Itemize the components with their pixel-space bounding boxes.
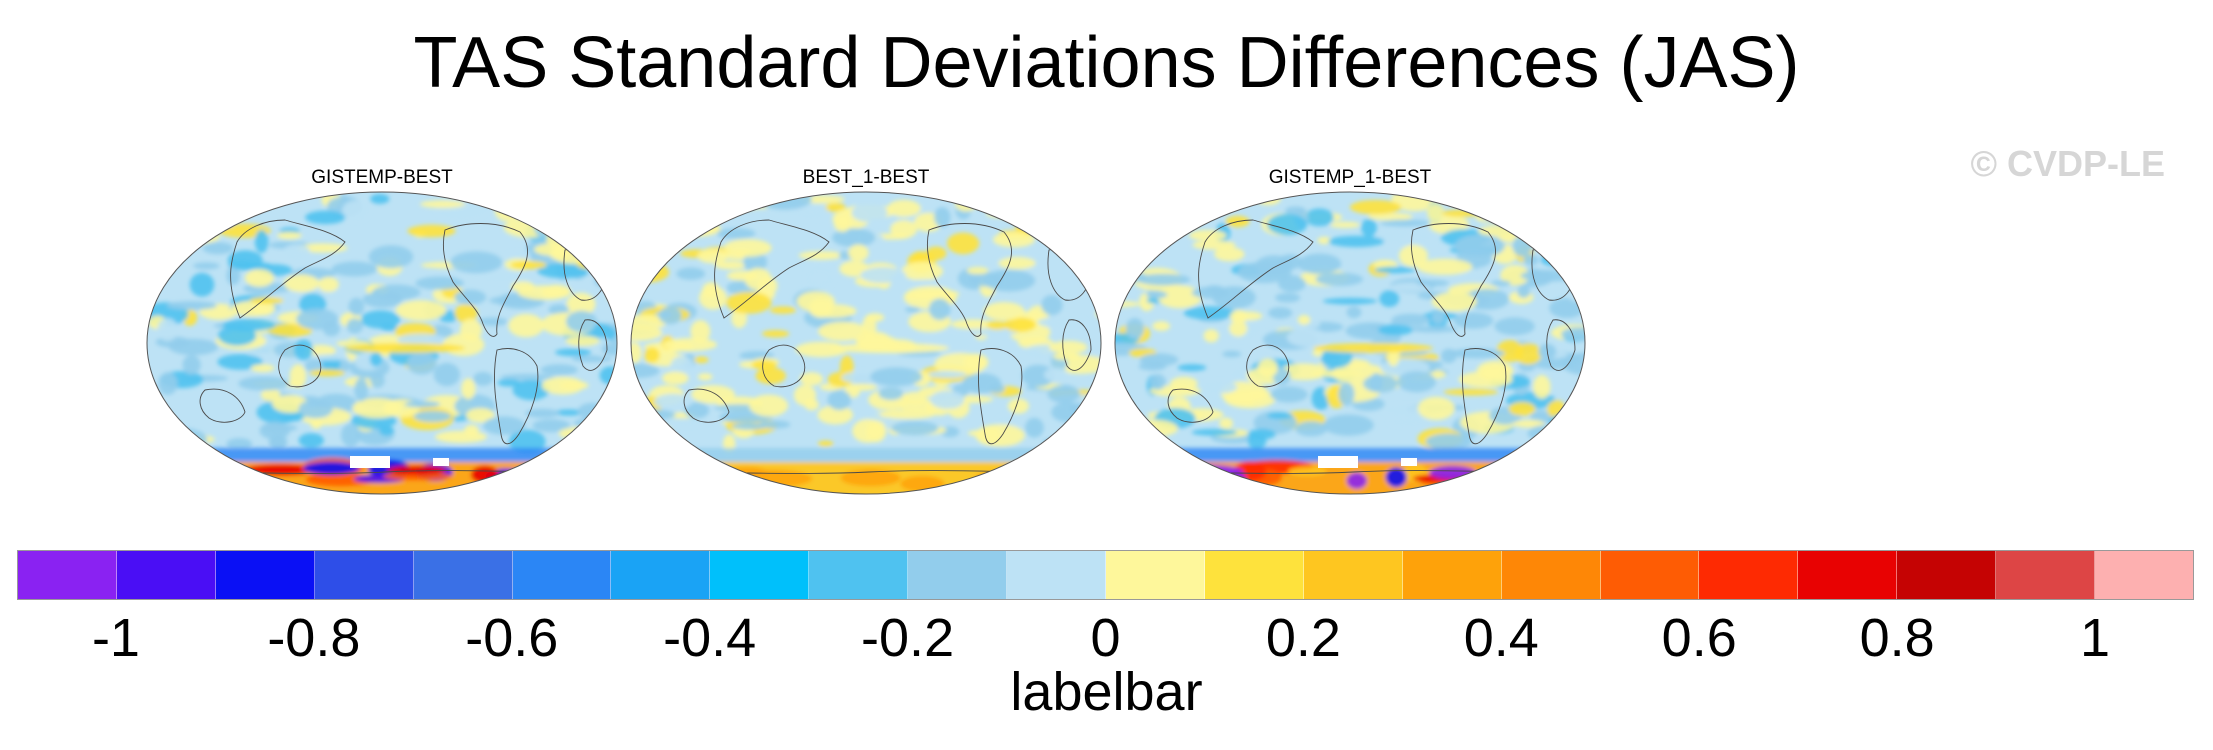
panel-title-1: GISTEMP-BEST: [311, 167, 453, 188]
map-panel-2: BEST_1-BEST: [629, 166, 1103, 496]
colorbar-swatch: [1303, 551, 1403, 599]
map-best1-best: [630, 191, 1102, 495]
colorbar-swatch: [1105, 551, 1205, 599]
colorbar-swatch: [2095, 551, 2193, 599]
anomaly-field: [1115, 192, 1585, 494]
colorbar-ticks: -1 -0.8 -0.6 -0.4 -0.2 0 0.2 0.4 0.6 0.8 1: [0, 606, 2213, 670]
colorbar-swatch: [809, 551, 909, 599]
colorbar: [17, 550, 2194, 600]
figure-title: TAS Standard Deviations Differences (JAS…: [413, 23, 1800, 103]
colorbar-tick-label: 0.2: [1265, 608, 1341, 668]
colorbar-swatch: [611, 551, 711, 599]
colorbar-swatch: [314, 551, 414, 599]
colorbar-tick-label: -0.6: [465, 608, 559, 668]
colorbar-swatch: [512, 551, 612, 599]
colorbar-swatch: [215, 551, 315, 599]
colorbar-tick-label: -0.4: [663, 608, 757, 668]
colorbar-tick-label: -0.8: [267, 608, 361, 668]
anomaly-field: [631, 192, 1101, 494]
colorbar-swatch: [1996, 551, 2096, 599]
panel-title-3: GISTEMP_1-BEST: [1268, 167, 1432, 188]
colorbar-swatch: [1402, 551, 1502, 599]
colorbar-tick-label: 0.4: [1463, 608, 1539, 668]
map-border: [146, 191, 618, 495]
colorbar-tick-label: -0.2: [861, 608, 955, 668]
colorbar-swatch: [1897, 551, 1997, 599]
colorbar-swatch: [1204, 551, 1304, 599]
colorbar-swatch: [116, 551, 216, 599]
colorbar-tick-label: 0: [1090, 608, 1121, 668]
colorbar-tick-label: 1: [2080, 608, 2111, 668]
colorbar-swatch: [908, 551, 1008, 599]
colorbar-swatch: [413, 551, 513, 599]
map-border: [1114, 191, 1586, 495]
colorbar-swatch: [710, 551, 810, 599]
colorbar-swatch: [18, 551, 117, 599]
map-border: [630, 191, 1102, 495]
watermark-text: © CVDP-LE: [1970, 143, 2165, 184]
colorbar-tick-label: -1: [91, 608, 140, 668]
map-gistemp1-best: [1114, 191, 1586, 495]
map-panel-1: GISTEMP-BEST: [145, 166, 619, 496]
colorbar-swatch: [1600, 551, 1700, 599]
colorbar-tick-label: 0.8: [1859, 608, 1935, 668]
colorbar-swatch: [1699, 551, 1799, 599]
panel-title-2: BEST_1-BEST: [802, 167, 930, 188]
colorbar-tick-label: 0.6: [1661, 608, 1737, 668]
colorbar-swatch: [1501, 551, 1601, 599]
colorbar-title: labelbar: [1010, 662, 1203, 722]
map-panel-3: GISTEMP_1-BEST: [1113, 166, 1587, 496]
colorbar-swatch: [1798, 551, 1898, 599]
map-gistemp-best: [146, 191, 618, 495]
colorbar-swatch: [1007, 551, 1106, 599]
